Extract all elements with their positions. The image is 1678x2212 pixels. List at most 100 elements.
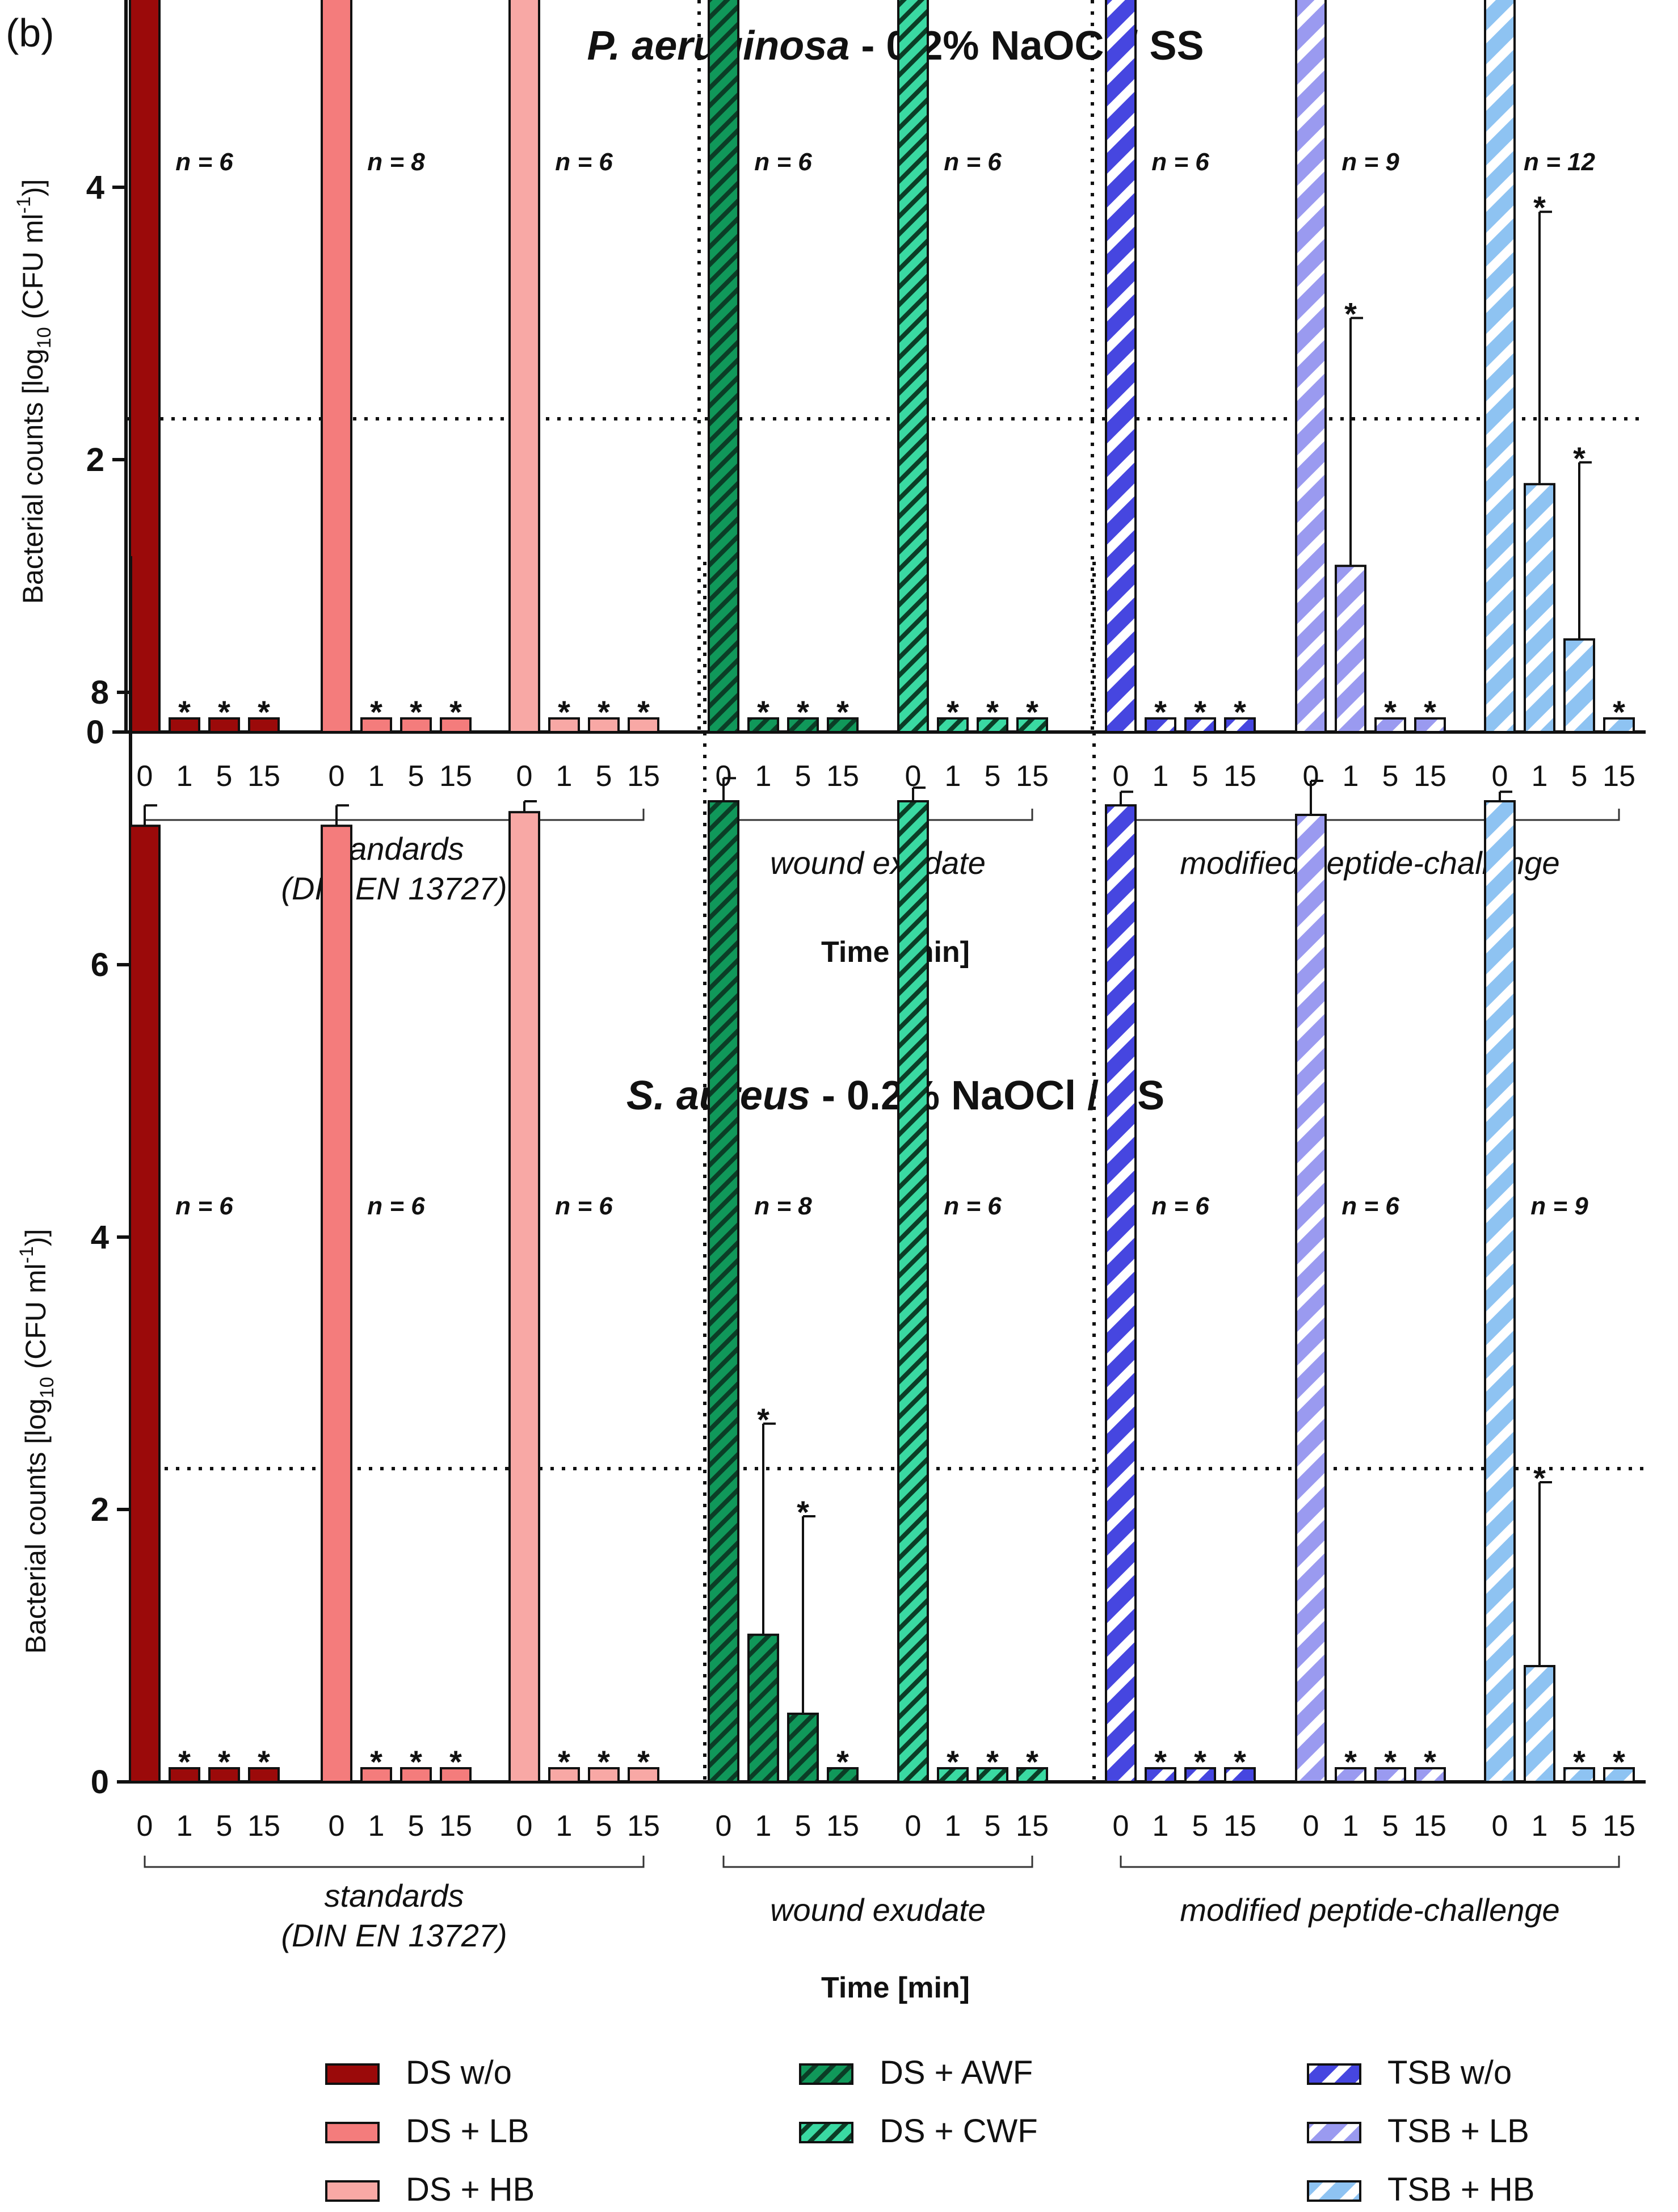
section-brace: standards(DIN EN 13727) [144,809,645,906]
section-brace: modified peptide-challenge [1120,1856,1620,1928]
significance-marker: * [1234,694,1246,730]
time-tick-label: 1 [1343,760,1359,793]
bar [897,0,929,734]
legend-label: DS w/o [406,2054,512,2091]
legend-label: DS + CWF [880,2113,1038,2150]
time-tick-label: 5 [216,1810,233,1843]
bar [1224,1767,1256,1783]
time-tick-label: 5 [795,1810,811,1843]
significance-marker: * [558,694,570,730]
bar [360,1767,392,1783]
significance-marker: * [1344,1744,1357,1780]
legend-item-tsb_lb: TSB + LB [1307,2113,1529,2150]
time-tick-label: 15 [439,1810,472,1843]
bracket-line [722,809,1033,821]
bar [1374,717,1406,733]
significance-marker: * [757,694,769,730]
time-tick-label: 1 [556,760,573,793]
time-tick-label: 1 [755,760,772,793]
time-tick-label: 1 [1153,760,1169,793]
time-tick-label: 1 [176,760,193,793]
time-tick-label: 5 [216,760,233,793]
bar-group-ds_wo: n = 6 0 * 1 * 5 * 15 [129,0,280,793]
bar-group-ds_awf: n = 8 0 * 1 * 5 * 15 [708,777,859,1843]
bar [708,800,739,1783]
y-tick-label: 6 [91,947,109,983]
bar-group-ds_lb: n = 8 0 * 1 * 5 * 15 [321,0,472,793]
n-label: n = 9 [1341,148,1399,176]
significance-marker: * [757,1402,769,1437]
significance-marker: * [370,694,382,730]
legend-label: TSB w/o [1387,2054,1512,2091]
time-tick-label: 5 [795,760,811,793]
significance-marker: * [1026,1744,1038,1780]
time-tick-label: 5 [985,760,1001,793]
time-tick-label: 15 [826,760,859,793]
y-axis-label-part: )] [20,1229,52,1247]
bracket-line [1120,809,1620,821]
bar [1335,1767,1366,1783]
y-axis-label-part: 10 [36,1377,58,1398]
time-tick-label: 0 [137,760,153,793]
significance-marker: * [986,1744,999,1780]
significance-marker: * [986,694,999,730]
time-tick-label: 1 [368,1810,385,1843]
n-label: n = 6 [555,148,613,176]
legend: DS w/o DS + LB DS + HB DS + AWF DS + CWF TSB … [325,2054,1534,2208]
time-tick-label: 5 [985,1810,1001,1843]
section-brace: standards(DIN EN 13727) [144,1856,645,1953]
y-axis-label-part: -1 [16,1246,37,1263]
legend-item-ds_hb: DS + HB [325,2171,535,2208]
significance-marker: * [637,694,650,730]
bar-group-ds_hb: n = 6 0 * 1 * 5 * 15 [508,800,660,1843]
significance-marker: * [410,1744,422,1780]
time-tick-label: 0 [329,1810,345,1843]
legend-swatch [325,2122,380,2143]
legend-swatch [799,2122,853,2143]
time-tick-label: 0 [516,1810,533,1843]
time-tick-label: 0 [1113,760,1129,793]
significance-marker: * [1234,1744,1246,1780]
legend-swatch [325,2063,380,2085]
bracket-line [1120,1856,1620,1868]
time-tick-label: 1 [755,1810,772,1843]
bar [1524,1665,1555,1783]
bar [747,717,779,733]
section-label: modified peptide-challenge [1180,1892,1559,1928]
significance-marker: * [1384,694,1397,730]
significance-marker: * [1573,1744,1586,1780]
bar [1295,0,1327,733]
significance-marker: * [1613,694,1625,730]
legend-item-tsb_hb: TSB + HB [1307,2171,1534,2208]
significance-marker: * [258,694,270,730]
bar [1524,483,1555,733]
bar [508,811,540,1783]
y-axis-label: Bacterial counts [log10 (CFU ml-1)] [13,179,55,604]
time-tick-label: 1 [556,1810,573,1843]
bar [400,1767,432,1783]
section-brace: modified peptide-challenge [1120,809,1620,881]
n-label: n = 6 [175,1192,233,1220]
n-label: n = 9 [1530,1192,1588,1220]
significance-marker: * [836,1744,849,1780]
significance-marker: * [1194,694,1206,730]
y-axis-label-part: -1 [13,196,35,213]
time-tick-label: 15 [1603,760,1635,793]
chart-s-aureus: S. aureus - 0.2% NaOCl / SS 0 2 4 6 8 Bacteria… [16,556,1646,2004]
time-tick-label: 15 [627,760,660,793]
bar [977,1767,1008,1783]
n-label: n = 6 [944,148,1002,176]
time-tick-label: 15 [1603,1810,1635,1843]
time-tick-label: 5 [1192,760,1209,793]
legend-item-ds_wo: DS w/o [325,2054,512,2091]
time-tick-label: 0 [1492,1810,1508,1843]
bar [248,1767,280,1783]
bracket-line [722,1856,1033,1868]
time-tick-label: 0 [905,1810,922,1843]
bar-group-tsb_lb: n = 6 0 * 1 * 5 * 15 [1295,780,1446,1843]
bar [937,1767,969,1783]
significance-marker: * [1424,1744,1436,1780]
n-label: n = 6 [367,1192,425,1220]
bar [1224,717,1256,733]
time-tick-label: 5 [408,1810,424,1843]
